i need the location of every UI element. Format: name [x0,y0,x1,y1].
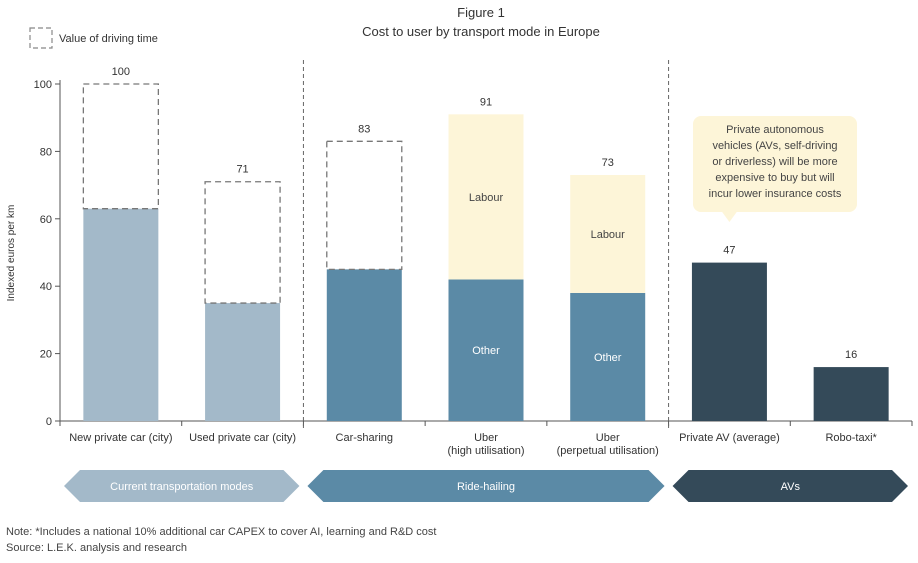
chart-title: Cost to user by transport mode in Europe [362,24,600,39]
y-tick-label: 100 [34,79,52,91]
category-label: New private car (city) [69,432,172,444]
bar-total-label: 47 [723,245,735,257]
figure-label: Figure 1 [457,5,505,20]
group-band-arrow [307,470,665,502]
bar-segment [448,114,524,280]
annotation-callout: Private autonomous vehicles (AVs, self-dr… [693,116,857,222]
bars: 100 71 83 Other Labour 91 Other Labour 73 47 16 [82,60,889,431]
callout-text-line: incur lower insurance costs [709,188,842,200]
callout-pointer [721,211,738,222]
category-label: Used private car (city) [189,432,296,444]
callout-box [693,116,857,212]
bar-segment-driving-time [326,140,403,270]
category-label: Uber [474,432,498,444]
bar-segment [570,174,646,293]
bar-segment [448,279,524,421]
segment-label: Labour [469,192,504,204]
bar-total-label: 73 [602,157,614,169]
bar-segment [691,262,767,421]
y-axis-label: Indexed euros per km [6,205,17,302]
y-tick-label: 80 [40,146,52,158]
segment-label: Other [472,345,500,357]
legend-label: Value of driving time [59,33,158,45]
callout-text-line: vehicles (AVs, self-driving [712,140,837,152]
bar-segment [570,292,646,421]
callout-text-line: expensive to buy but will [715,172,834,184]
y-tick-label: 40 [40,281,52,293]
bar-total-label: 91 [480,96,492,108]
category-sublabel: (perpetual utilisation) [557,445,659,457]
category-sublabel: (high utilisation) [447,445,524,457]
bar-total-label: 83 [358,123,370,135]
group-bands: Current transportation modes Ride-hailing… [64,470,908,502]
source-note: Source: L.E.K. analysis and research [6,542,187,554]
category-label: Robo-taxi* [825,432,877,444]
category-label: Private AV (average) [679,432,780,444]
footnote: Note: *Includes a national 10% additiona… [6,526,437,538]
group-band-arrow [672,470,908,502]
chart: Figure 1 Cost to user by transport mode … [6,5,913,502]
segment-label: Other [594,352,622,364]
legend-swatch-dashed [29,27,53,49]
bar-total-label: 100 [112,66,130,78]
y-tick-label: 60 [40,214,52,226]
y-tick-label: 20 [40,349,52,361]
callout-text-line: Private autonomous [726,124,824,136]
callout-text-line: or driverless) will be more [712,156,837,168]
bar-segment-driving-time [82,83,160,210]
bar-segment-driving-time [204,181,281,304]
group-band-label: Current transportation modes [110,481,254,493]
bar-total-label: 71 [236,164,248,176]
bar-total-label: 16 [845,349,857,361]
bar-segment [326,269,402,421]
bar-segment [83,208,159,421]
category-label: Car-sharing [336,432,393,444]
x-axis-labels: New private car (city) Used private car (… [69,432,877,457]
bar-segment [813,367,889,421]
group-band-arrow [64,470,300,502]
group-band-label: Ride-hailing [457,481,515,493]
y-tick-label: 0 [46,416,52,428]
group-band-label: AVs [781,481,801,493]
segment-label: Labour [591,229,626,241]
category-label: Uber [596,432,620,444]
y-axis: 0 20 40 60 80 100 [34,79,913,428]
bar-segment [205,303,281,421]
